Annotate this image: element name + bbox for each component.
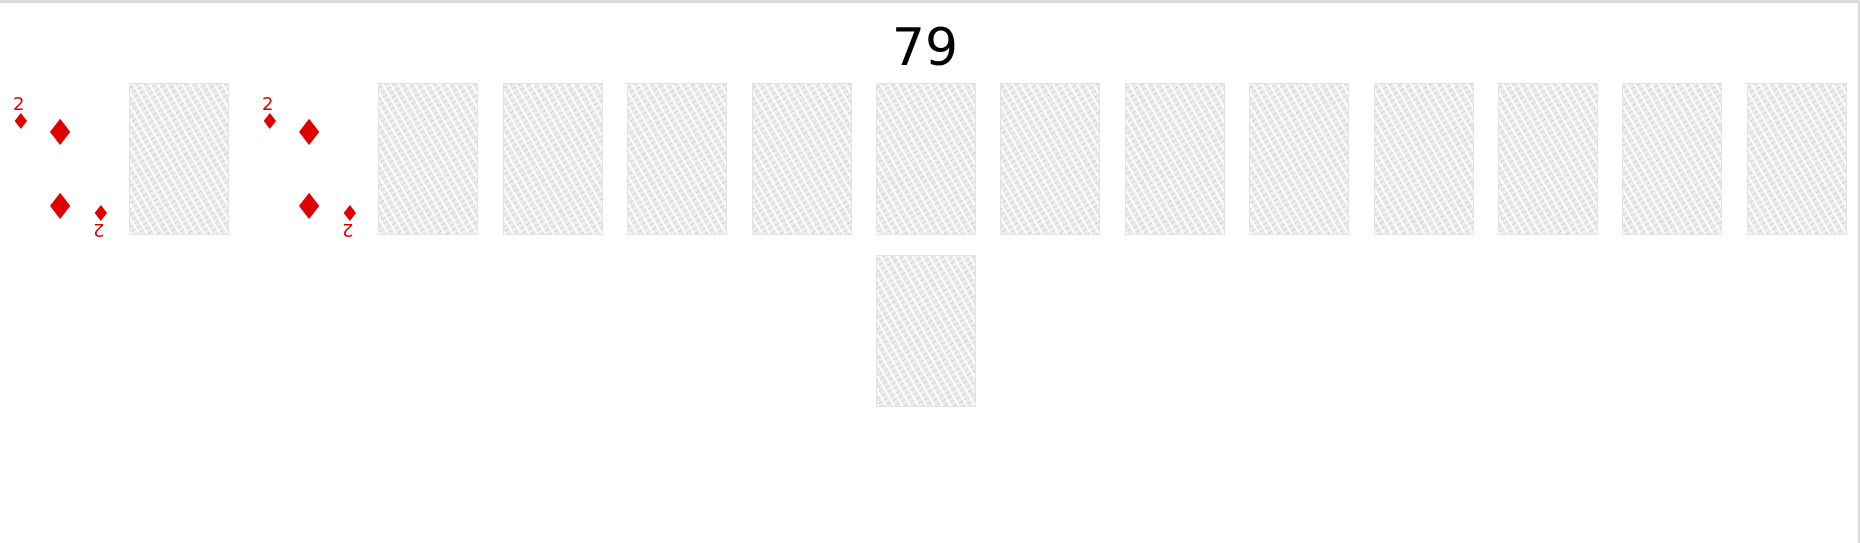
face-down-card[interactable] [378, 83, 478, 235]
diamond-icon: ♦ [260, 110, 280, 135]
face-down-card[interactable] [1498, 83, 1598, 235]
face-down-card[interactable] [627, 83, 727, 235]
right-divider [1858, 0, 1860, 543]
face-down-card[interactable] [503, 83, 603, 235]
card-rank-bottom: 2 [93, 219, 105, 240]
diamond-icon: ♦ [340, 202, 360, 227]
face-down-card[interactable] [1249, 83, 1349, 235]
card-two-of-diamonds[interactable]: 2 ♦ ♦ ♦ ♦ 2 [5, 82, 111, 240]
face-down-card[interactable] [876, 255, 976, 407]
diamond-icon: ♦ [44, 187, 77, 228]
face-down-card[interactable] [876, 83, 976, 235]
diamond-icon: ♦ [293, 113, 326, 154]
card-rank-top: 2 [262, 94, 274, 115]
top-divider [0, 0, 1860, 3]
face-down-card[interactable] [1125, 83, 1225, 235]
score-display: 79 [891, 18, 959, 78]
face-down-card[interactable] [1000, 83, 1100, 235]
card-two-of-diamonds[interactable]: 2 ♦ ♦ ♦ ♦ 2 [254, 82, 360, 240]
diamond-icon: ♦ [91, 202, 111, 227]
card-rank-bottom: 2 [342, 219, 354, 240]
face-down-card[interactable] [752, 83, 852, 235]
card-rank-top: 2 [13, 94, 25, 115]
face-down-card[interactable] [129, 83, 229, 235]
diamond-icon: ♦ [44, 113, 77, 154]
face-down-card[interactable] [1747, 83, 1847, 235]
face-down-card[interactable] [1374, 83, 1474, 235]
diamond-icon: ♦ [11, 110, 31, 135]
diamond-icon: ♦ [293, 187, 326, 228]
face-down-card[interactable] [1622, 83, 1722, 235]
